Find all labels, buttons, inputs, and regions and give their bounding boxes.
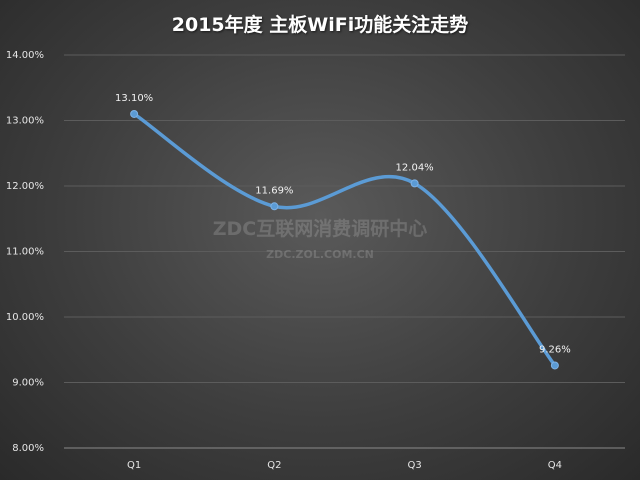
gridlines [64, 54, 625, 449]
data-label: 13.10% [115, 93, 153, 104]
x-tick-label: Q1 [127, 460, 141, 471]
data-point [550, 361, 559, 370]
data-point [410, 179, 419, 188]
y-tick-label: 11.00% [6, 247, 44, 258]
data-label: 12.04% [396, 162, 434, 173]
data-label: 9.26% [539, 344, 571, 355]
y-tick-label: 9.00% [12, 378, 44, 389]
x-tick-label: Q2 [267, 460, 281, 471]
series-line-path [132, 112, 557, 368]
data-point [130, 109, 139, 118]
y-tick-label: 14.00% [6, 50, 44, 61]
watermark-sub-text: ZDC.ZOL.COM.CN [266, 248, 374, 261]
watermark: ZDC互联网消费调研中心 ZDC.ZOL.COM.CN [213, 217, 428, 261]
y-tick-label: 10.00% [6, 312, 44, 323]
x-tick-label: Q4 [548, 460, 562, 471]
data-labels: 13.10% 11.69% 12.04% 9.26% [115, 93, 571, 356]
data-points [130, 109, 559, 370]
y-tick-label: 12.00% [6, 181, 44, 192]
y-tick-label: 13.00% [6, 116, 44, 127]
watermark-main-text: ZDC互联网消费调研中心 [213, 217, 428, 240]
y-axis-tick-labels: 8.00% 9.00% 10.00% 11.00% 12.00% 13.00% 14.00% [6, 50, 44, 454]
y-tick-label: 8.00% [12, 443, 44, 454]
x-axis-tick-labels: Q1 Q2 Q3 Q4 [127, 460, 562, 471]
x-tick-label: Q3 [408, 460, 422, 471]
series-line [132, 112, 557, 368]
data-label: 11.69% [255, 185, 293, 196]
data-point [270, 202, 279, 211]
chart-title: 2015年度 主板WiFi功能关注走势 [171, 14, 469, 36]
